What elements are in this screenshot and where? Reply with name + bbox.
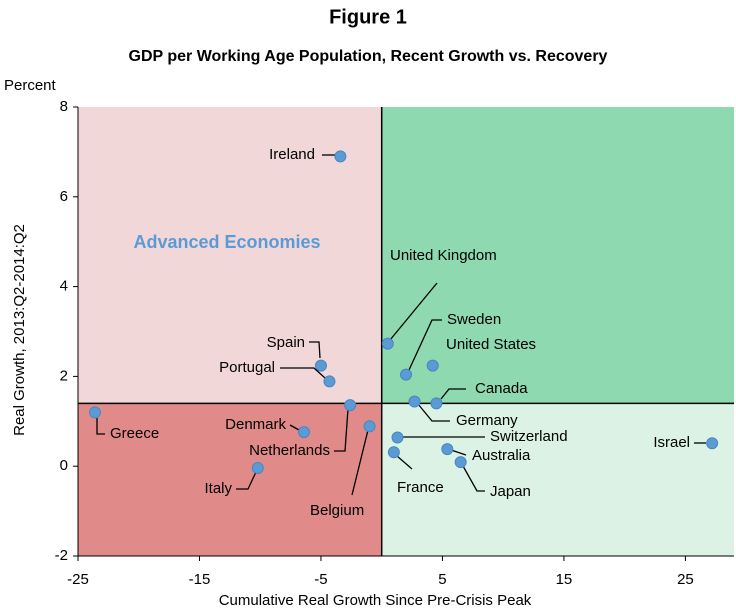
point-label: Netherlands	[249, 442, 330, 459]
x-tick-label: -25	[67, 571, 89, 588]
x-tick-label: 15	[556, 571, 573, 588]
point	[89, 406, 102, 419]
point-label: Japan	[490, 483, 531, 500]
y-unit: Percent	[4, 77, 57, 94]
leader-line	[280, 367, 326, 379]
point	[297, 426, 310, 439]
point-label: France	[397, 479, 444, 496]
y-tick-label: 4	[60, 278, 68, 295]
leader-line	[236, 471, 257, 490]
point	[387, 446, 400, 459]
point-label: Belgium	[310, 502, 364, 519]
point-label: Sweden	[447, 311, 501, 328]
y-tick-label: 0	[60, 457, 68, 474]
point	[408, 395, 421, 408]
point	[441, 443, 454, 456]
chart-subtitle: GDP per Working Age Population, Recent G…	[129, 48, 608, 65]
point	[314, 359, 327, 372]
point	[430, 397, 443, 410]
point	[706, 437, 719, 450]
leader-line	[351, 429, 369, 496]
leader-line	[309, 341, 321, 359]
quadrant	[78, 107, 382, 404]
point-label: Australia	[472, 447, 531, 464]
x-tick-label: -15	[189, 571, 211, 588]
leader-line	[96, 416, 105, 435]
point-label: Greece	[110, 425, 159, 442]
point-label: United States	[446, 336, 536, 353]
point	[400, 368, 412, 381]
y-tick-label: -2	[55, 547, 68, 564]
point-label: Israel	[653, 434, 690, 451]
x-tick-label: 25	[677, 571, 694, 588]
point	[454, 456, 467, 469]
point	[381, 337, 394, 350]
point	[363, 420, 376, 433]
point	[391, 431, 404, 444]
x-tick-label: 5	[438, 571, 446, 588]
point	[344, 399, 357, 412]
point-label: Canada	[475, 380, 528, 397]
leader-line	[417, 403, 450, 422]
point-label: Spain	[267, 334, 305, 351]
chart-title: Figure 1	[329, 6, 407, 28]
point-label: Ireland	[269, 146, 315, 163]
point-label: Germany	[456, 412, 518, 429]
point	[323, 375, 336, 388]
quadrant	[78, 403, 382, 556]
leader-line	[334, 408, 349, 452]
point-label: United Kingdom	[390, 247, 497, 264]
x-tick-label: -5	[314, 571, 327, 588]
leader-line	[389, 282, 438, 341]
leader-line	[450, 449, 467, 456]
leader-line	[440, 388, 466, 400]
point	[251, 461, 264, 474]
quadrant	[381, 403, 734, 556]
point	[426, 359, 439, 372]
point	[334, 150, 347, 163]
leader-line	[396, 455, 413, 470]
annotation: Advanced Economies	[133, 232, 320, 252]
y-axis-label: Real Growth, 2013:Q2-2014:Q2	[11, 224, 28, 436]
y-tick-label: 2	[60, 367, 68, 384]
x-axis-label: Cumulative Real Growth Since Pre-Crisis …	[219, 592, 532, 609]
point-label: Switzerland	[490, 428, 568, 445]
point-label: Italy	[204, 480, 232, 497]
quadrant	[381, 107, 734, 404]
point-label: Portugal	[219, 359, 275, 376]
y-tick-label: 6	[60, 188, 68, 205]
point-label: Denmark	[225, 416, 286, 433]
y-tick-label: 8	[60, 98, 68, 115]
leader-line	[408, 319, 442, 371]
leader-line	[289, 424, 300, 431]
leader-line	[462, 465, 485, 492]
